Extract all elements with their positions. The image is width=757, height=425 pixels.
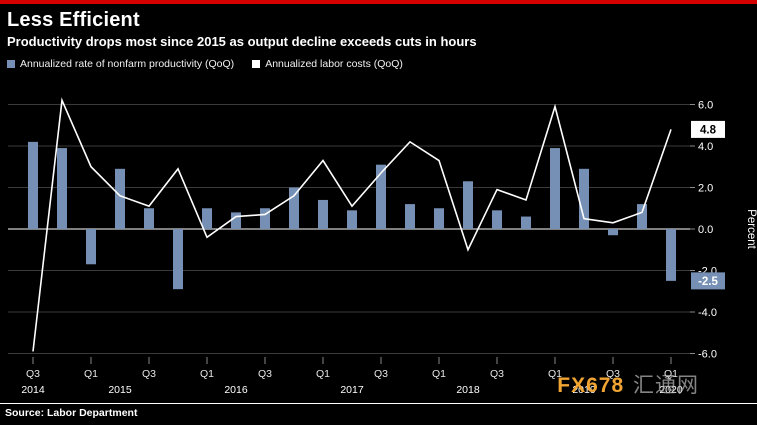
chart-area: 6.0 4.0 2.0 0.0 -2.0 -4.0 -6.0 Q3 Q1 Q3 Q1 Q3 Q1 Q3 Q1… [0,73,757,403]
legend-item: Annualized rate of nonfarm productivity … [7,58,234,70]
productivity-bar [405,204,415,229]
x-year-label: 2018 [456,384,480,396]
x-quarter-label: Q1 [316,368,330,380]
y-tick-label: 2.0 [698,183,713,195]
productivity-bar [57,148,67,229]
productivity-bar [231,212,241,229]
y-tick-label: 4.0 [698,141,713,153]
y-tick-label: -4.0 [698,307,717,319]
legend-swatch [252,60,261,68]
productivity-bar [260,208,270,229]
productivity-bar [463,181,473,229]
productivity-bar [376,164,386,229]
value-callout-text: -2.5 [698,276,718,288]
productivity-bar [434,208,444,229]
chart-subtitle: Productivity drops most since 2015 as ou… [7,34,477,49]
productivity-bar [608,229,618,236]
productivity-bar [202,208,212,229]
value-callout [691,120,725,138]
productivity-bar [289,187,299,229]
x-year-label: 2020 [659,384,683,396]
x-quarter-label: Q3 [26,368,40,380]
x-quarter-label: Q3 [258,368,272,380]
x-quarter-label: Q1 [432,368,446,380]
watermark-brand: FX678 [557,374,625,397]
x-year-label: 2014 [21,384,45,396]
y-axis-title: Percent [745,209,757,249]
x-year-label: 2015 [108,384,132,396]
x-quarter-label: Q3 [606,368,620,380]
watermark: FX678 汇通网 [557,369,699,399]
productivity-bar [550,148,560,229]
value-callout-text: 4.8 [700,124,717,136]
x-quarter-label: Q3 [374,368,388,380]
productivity-bar [318,199,328,229]
productivity-bar [637,204,647,229]
productivity-bar [173,229,183,290]
chart-title: Less Efficient [7,9,140,31]
x-quarter-label: Q3 [142,368,156,380]
y-tick-label: -6.0 [698,349,717,361]
productivity-bar [492,210,502,229]
productivity-bar [86,229,96,265]
legend-label: Annualized rate of nonfarm productivity … [20,58,235,70]
productivity-bar [579,168,589,229]
productivity-bar [666,229,676,281]
x-quarter-label: Q1 [200,368,214,380]
productivity-bar [144,208,154,229]
legend: Annualized rate of nonfarm productivity … [7,58,757,70]
value-callout [691,272,725,290]
productivity-bar [521,216,531,229]
x-year-label: 2016 [224,384,248,396]
productivity-bar [28,141,38,229]
x-quarter-label: Q1 [664,368,678,380]
labor-costs-line [32,97,672,352]
legend-item: Annualized labor costs (QoQ) [252,58,403,70]
x-quarter-label: Q1 [548,368,562,380]
legend-label: Annualized labor costs (QoQ) [265,58,403,70]
x-year-label: 2017 [340,384,364,396]
productivity-bar [347,210,357,229]
x-quarter-label: Q3 [490,368,504,380]
x-year-label: 2019 [572,384,596,396]
legend-swatch [7,60,15,68]
productivity-bar [115,168,125,229]
y-tick-label: 6.0 [698,100,713,112]
watermark-cjk: 汇通网 [633,374,699,397]
x-quarter-label: Q1 [84,368,98,380]
source-row: Source: Labor Department [0,403,757,419]
source-text: Source: Labor Department [5,407,138,419]
y-tick-label: 0.0 [698,224,713,236]
top-accent-bar [0,0,757,4]
combo-chart: 6.04.02.00.0-2.0-4.0-6.0Q3 Q1 Q3 Q1 Q3 Q1 Q3 Q1… [8,97,757,396]
